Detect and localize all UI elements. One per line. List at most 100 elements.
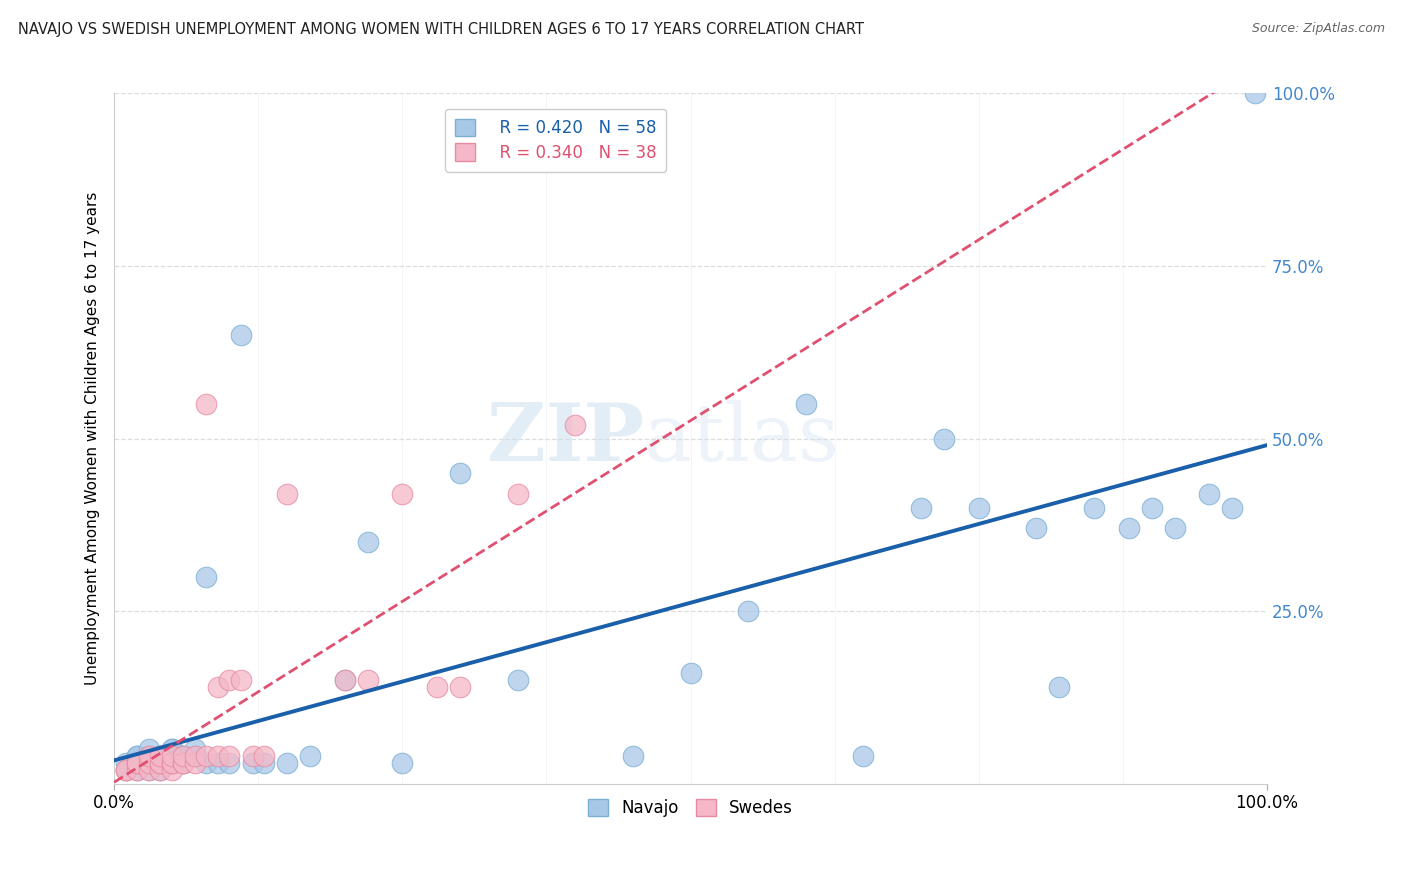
Navajo xyxy=(127,763,149,777)
Navajo xyxy=(149,763,172,777)
Swedes xyxy=(449,680,471,694)
Swedes xyxy=(114,763,136,777)
Navajo xyxy=(1220,500,1243,515)
Swedes xyxy=(218,749,240,764)
Swedes xyxy=(184,749,207,764)
Swedes xyxy=(172,749,194,764)
Navajo xyxy=(172,756,194,770)
Swedes xyxy=(229,673,252,688)
Swedes xyxy=(207,680,229,694)
Swedes xyxy=(253,749,276,764)
Navajo xyxy=(333,673,356,688)
Navajo xyxy=(207,756,229,770)
Text: Source: ZipAtlas.com: Source: ZipAtlas.com xyxy=(1251,22,1385,36)
Navajo xyxy=(218,756,240,770)
Swedes xyxy=(138,763,160,777)
Navajo xyxy=(449,466,471,480)
Navajo xyxy=(679,666,702,681)
Navajo xyxy=(299,749,322,764)
Navajo xyxy=(138,749,160,764)
Navajo xyxy=(172,749,194,764)
Swedes xyxy=(149,763,172,777)
Navajo xyxy=(172,749,194,764)
Navajo xyxy=(1163,521,1185,535)
Swedes xyxy=(564,417,586,432)
Navajo xyxy=(242,756,264,770)
Navajo xyxy=(195,756,218,770)
Swedes xyxy=(127,756,149,770)
Navajo xyxy=(138,756,160,770)
Swedes xyxy=(195,749,218,764)
Navajo xyxy=(160,749,183,764)
Navajo xyxy=(160,756,183,770)
Swedes xyxy=(195,397,218,411)
Swedes xyxy=(149,756,172,770)
Navajo xyxy=(138,742,160,756)
Navajo xyxy=(621,749,644,764)
Swedes xyxy=(160,763,183,777)
Navajo xyxy=(149,756,172,770)
Y-axis label: Unemployment Among Women with Children Ages 6 to 17 years: Unemployment Among Women with Children A… xyxy=(86,192,100,685)
Swedes xyxy=(218,673,240,688)
Navajo xyxy=(229,328,252,343)
Navajo xyxy=(114,763,136,777)
Navajo xyxy=(138,763,160,777)
Navajo xyxy=(1047,680,1070,694)
Text: NAVAJO VS SWEDISH UNEMPLOYMENT AMONG WOMEN WITH CHILDREN AGES 6 TO 17 YEARS CORR: NAVAJO VS SWEDISH UNEMPLOYMENT AMONG WOM… xyxy=(18,22,865,37)
Navajo xyxy=(1140,500,1163,515)
Navajo xyxy=(934,432,956,446)
Navajo xyxy=(127,756,149,770)
Text: atlas: atlas xyxy=(644,400,839,477)
Navajo xyxy=(149,749,172,764)
Navajo xyxy=(149,749,172,764)
Navajo xyxy=(114,756,136,770)
Navajo xyxy=(149,756,172,770)
Swedes xyxy=(506,487,529,501)
Navajo xyxy=(910,500,932,515)
Swedes xyxy=(333,673,356,688)
Swedes xyxy=(138,756,160,770)
Navajo xyxy=(184,742,207,756)
Navajo xyxy=(1244,87,1267,101)
Navajo xyxy=(506,673,529,688)
Navajo xyxy=(1118,521,1140,535)
Navajo xyxy=(138,756,160,770)
Swedes xyxy=(160,749,183,764)
Navajo xyxy=(391,756,413,770)
Swedes xyxy=(127,763,149,777)
Swedes xyxy=(172,756,194,770)
Swedes xyxy=(391,487,413,501)
Swedes xyxy=(207,749,229,764)
Swedes xyxy=(138,749,160,764)
Navajo xyxy=(852,749,875,764)
Legend: Navajo, Swedes: Navajo, Swedes xyxy=(582,792,800,823)
Navajo xyxy=(127,749,149,764)
Navajo xyxy=(160,742,183,756)
Swedes xyxy=(426,680,449,694)
Navajo xyxy=(967,500,990,515)
Swedes xyxy=(357,673,380,688)
Navajo xyxy=(1083,500,1105,515)
Navajo xyxy=(276,756,298,770)
Navajo xyxy=(184,749,207,764)
Swedes xyxy=(172,756,194,770)
Swedes xyxy=(149,756,172,770)
Swedes xyxy=(160,756,183,770)
Swedes xyxy=(276,487,298,501)
Swedes xyxy=(127,756,149,770)
Navajo xyxy=(794,397,817,411)
Navajo xyxy=(253,756,276,770)
Navajo xyxy=(160,742,183,756)
Swedes xyxy=(184,756,207,770)
Swedes xyxy=(114,763,136,777)
Navajo xyxy=(1198,487,1220,501)
Navajo xyxy=(737,604,759,618)
Swedes xyxy=(160,756,183,770)
Navajo xyxy=(1025,521,1047,535)
Swedes xyxy=(149,749,172,764)
Text: ZIP: ZIP xyxy=(488,400,644,477)
Navajo xyxy=(357,535,380,549)
Navajo xyxy=(195,569,218,583)
Navajo xyxy=(127,749,149,764)
Navajo xyxy=(160,756,183,770)
